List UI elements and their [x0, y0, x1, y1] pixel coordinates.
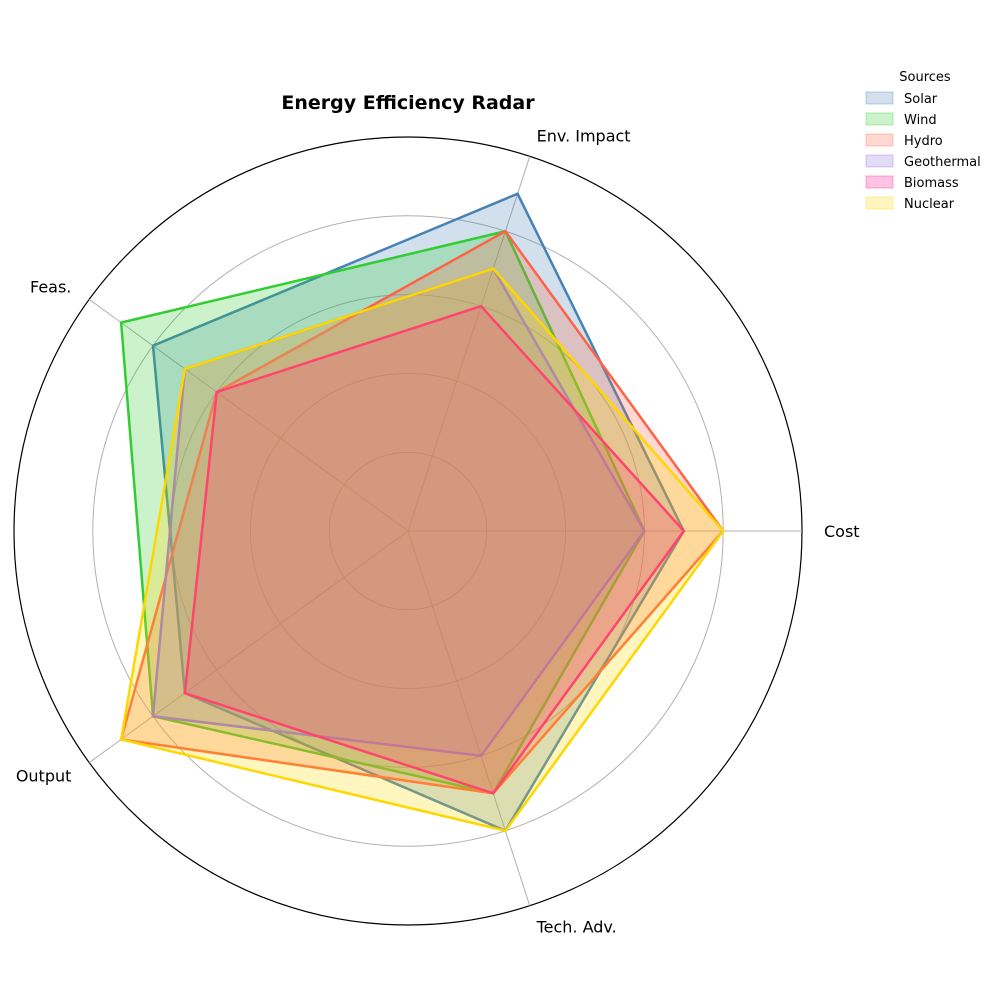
series-area [121, 268, 724, 831]
legend-swatch [865, 175, 894, 189]
series-area [184, 306, 684, 794]
axis-label-3: Output [16, 767, 72, 786]
axis-label-2: Feas. [30, 278, 71, 297]
legend-label: Nuclear [904, 197, 955, 212]
legend-label: Wind [904, 113, 937, 128]
axis-spoke [88, 530, 409, 763]
legend-item: Wind [865, 112, 937, 128]
axis-spoke [407, 156, 531, 532]
series-line [151, 192, 686, 833]
legend-swatch [865, 112, 894, 126]
legend-item: Geothermal [865, 154, 981, 170]
series-nuclear [119, 267, 725, 833]
legend-label: Hydro [904, 134, 943, 149]
series-line [119, 267, 725, 833]
chart-title: Energy Efficiency Radar [281, 92, 535, 114]
axis-label-0: Cost [824, 522, 860, 541]
axis-spoke [88, 299, 409, 532]
legend-swatch [865, 196, 894, 210]
legend-label: Biomass [904, 176, 959, 191]
series-geothermal [151, 267, 646, 758]
legend-swatch [865, 154, 894, 168]
legend-label: Solar [904, 92, 938, 107]
legend-swatch [865, 133, 894, 147]
legend-title: Sources [899, 70, 951, 85]
legend-item: Hydro [865, 133, 943, 149]
series-line [183, 304, 686, 795]
legend-item: Solar [865, 91, 938, 107]
legend-swatch [865, 91, 894, 105]
axis-spoke [407, 530, 531, 906]
legend-label: Geothermal [904, 155, 981, 170]
series-biomass [183, 304, 686, 795]
legend-item: Biomass [865, 175, 959, 191]
series-line [151, 267, 646, 758]
axis-label-4: Tech. Adv. [536, 918, 617, 937]
series-line [119, 229, 725, 795]
series-hydro [119, 229, 725, 795]
legend: Sources Solar Wind Hydro Geothermal Biomass N… [865, 70, 981, 212]
axis-label-1: Env. Impact [537, 126, 631, 145]
series-area [153, 268, 645, 756]
legend-item: Nuclear [865, 196, 955, 212]
series-line [119, 229, 646, 795]
axis-labels: Cost Env. Impact Feas. Output Tech. Adv. [16, 126, 860, 936]
series-layer [119, 192, 725, 833]
series-area [121, 231, 724, 794]
